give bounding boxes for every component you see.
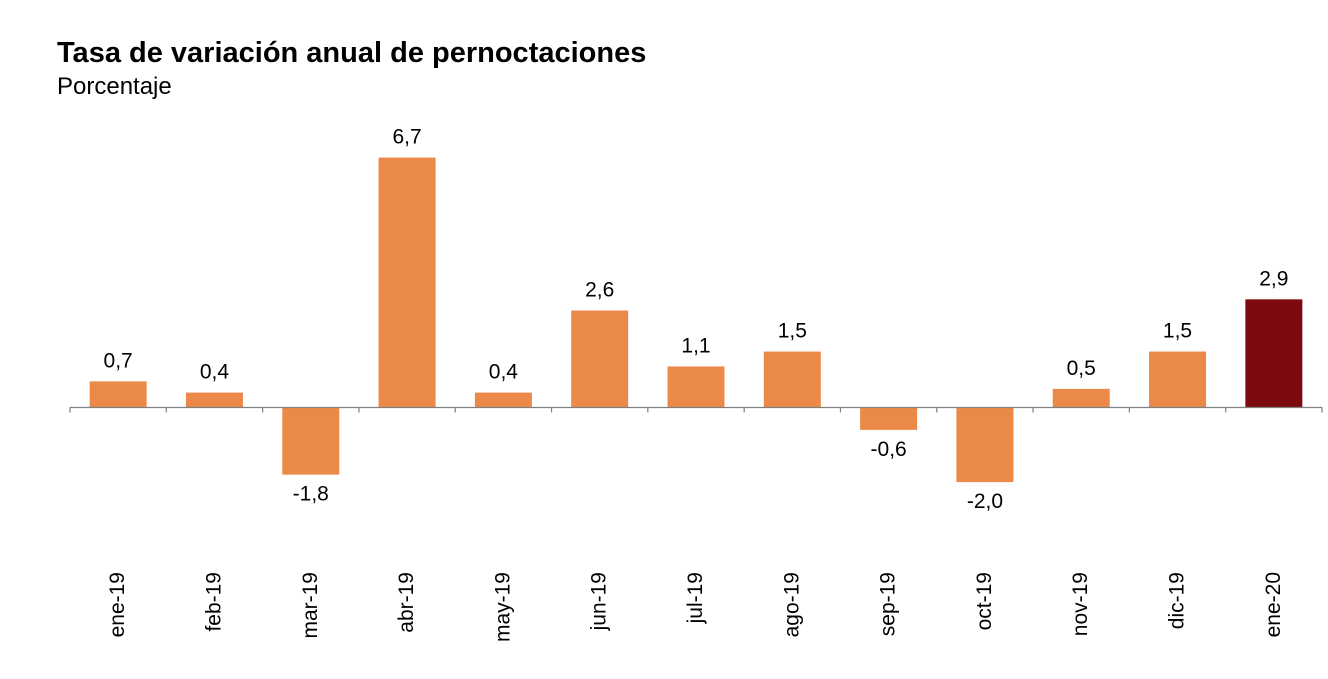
tick-label-feb-19: feb-19 [202, 572, 225, 632]
value-label-ene-19: 0,7 [104, 349, 133, 372]
bar-feb-19 [185, 392, 243, 408]
value-label-mar-19: -1,8 [293, 483, 329, 506]
tick-label-nov-19: nov-19 [1069, 572, 1092, 636]
value-label-dic-19: 1,5 [1163, 320, 1192, 343]
tick-label-jun-19: jun-19 [588, 572, 611, 631]
bar-abr-19 [378, 157, 436, 408]
tick-label-may-19: may-19 [491, 572, 514, 642]
chart-subtitle: Porcentaje [57, 73, 172, 100]
bar-ene-20 [1245, 299, 1303, 408]
value-label-ago-19: 1,5 [778, 320, 807, 343]
x-axis [69, 406, 1323, 413]
value-label-sep-19: -0,6 [871, 438, 907, 461]
value-label-jul-19: 1,1 [681, 334, 710, 357]
bar-mar-19 [282, 407, 340, 475]
tick-label-mar-19: mar-19 [299, 572, 322, 639]
tick-label-abr-19: abr-19 [395, 572, 418, 633]
x-tick-labels: ene-19 feb-19 mar-19 abr-19 may-19 jun-19 jul-… [106, 572, 1285, 642]
tick-label-jul-19: jul-19 [684, 572, 707, 624]
bar-jun-19 [571, 310, 629, 408]
bars-layer [89, 157, 1303, 483]
tick-label-ago-19: ago-19 [780, 572, 803, 637]
bar-jul-19 [667, 366, 725, 408]
tick-label-ene-20: ene-20 [1262, 572, 1285, 637]
chart-title: Tasa de variación anual de pernoctacione… [57, 37, 647, 69]
value-label-ene-20: 2,9 [1259, 267, 1288, 290]
tick-label-oct-19: oct-19 [973, 572, 996, 630]
value-label-jun-19: 2,6 [585, 279, 614, 302]
bar-ene-19 [89, 381, 147, 408]
value-label-nov-19: 0,5 [1067, 357, 1096, 380]
bar-dic-19 [1149, 351, 1207, 408]
value-label-abr-19: 6,7 [392, 126, 421, 149]
value-label-oct-19: -2,0 [967, 490, 1003, 513]
tick-label-sep-19: sep-19 [877, 572, 900, 636]
value-label-feb-19: 0,4 [200, 361, 230, 384]
bar-ago-19 [763, 351, 821, 408]
tick-label-ene-19: ene-19 [106, 572, 129, 637]
bar-may-19 [474, 392, 532, 408]
value-labels: 0,7 0,4 -1,8 6,7 0,4 2,6 1,1 1,5 -0,6 -2,0 0,5 1,5 2… [104, 126, 1289, 514]
bar-nov-19 [1052, 388, 1110, 408]
tick-label-dic-19: dic-19 [1166, 572, 1189, 629]
bar-sep-19 [860, 407, 918, 430]
value-label-may-19: 0,4 [489, 361, 519, 384]
bar-oct-19 [956, 407, 1014, 483]
